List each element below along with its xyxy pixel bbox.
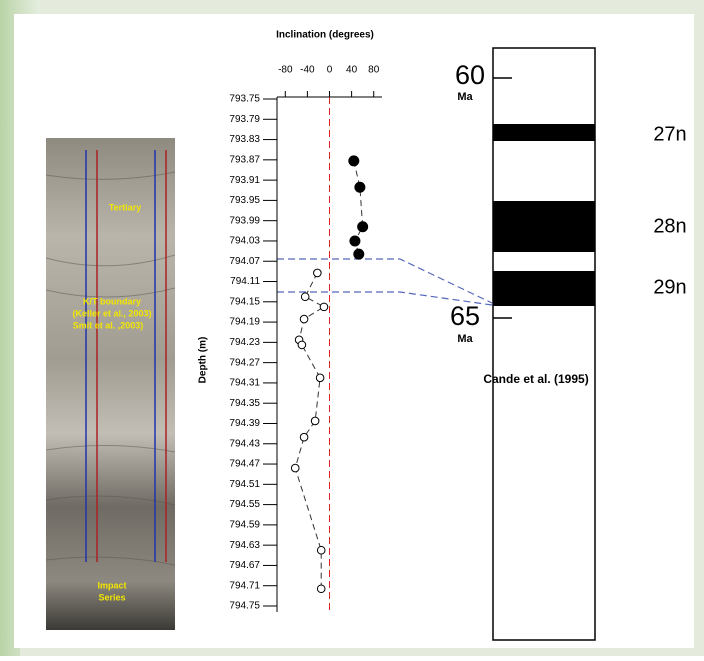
- y-tick-label: 794.11: [230, 276, 260, 287]
- core-label: Impact: [97, 580, 126, 590]
- core-label: Tertiary: [109, 202, 141, 212]
- y-tick-label: 794.63: [229, 540, 260, 551]
- y-tick-label: 793.95: [229, 195, 260, 206]
- data-point: [349, 235, 361, 247]
- data-point: [353, 248, 365, 260]
- y-axis-label: Depth (m): [198, 337, 209, 384]
- age-label: 65: [450, 301, 480, 331]
- normal-chron: [493, 124, 595, 141]
- chart-title: Inclination (degrees): [276, 30, 374, 41]
- core-photo: [46, 138, 175, 630]
- normal-chron: [493, 271, 595, 306]
- polarity-column: [492, 47, 596, 641]
- y-tick-label: 794.35: [229, 398, 260, 409]
- x-tick-label: -80: [278, 65, 293, 76]
- y-tick-label: 794.07: [229, 256, 260, 267]
- data-point: [300, 292, 310, 302]
- y-tick-label: 794.59: [229, 520, 260, 531]
- data-point: [357, 221, 369, 233]
- y-tick-label: 794.19: [229, 317, 260, 328]
- data-point: [316, 584, 326, 594]
- chron-label: 28n: [653, 215, 686, 237]
- y-tick-label: 793.75: [229, 94, 260, 105]
- age-unit: Ma: [457, 91, 473, 103]
- x-tick-label: 80: [368, 65, 380, 76]
- data-point: [299, 314, 309, 324]
- data-point: [290, 463, 300, 473]
- x-tick-label: -40: [300, 65, 315, 76]
- chron-label: 27n: [653, 123, 686, 145]
- data-point: [313, 268, 322, 278]
- age-label: 60: [455, 60, 485, 90]
- data-point: [319, 302, 329, 312]
- data-point: [310, 416, 320, 426]
- y-tick-label: 794.47: [229, 459, 260, 470]
- data-point: [348, 155, 360, 167]
- core-lines: [85, 150, 167, 562]
- y-tick-label: 794.75: [229, 601, 260, 612]
- x-tick-label: 40: [346, 65, 358, 76]
- y-tick-label: 794.31: [229, 378, 260, 389]
- y-tick-label: 794.39: [229, 418, 260, 429]
- chron-label: 29n: [653, 276, 686, 298]
- data-point: [354, 181, 366, 193]
- y-tick-label: 794.27: [229, 357, 260, 368]
- core-label: Series: [98, 592, 125, 602]
- correlation-lines: [277, 258, 493, 306]
- age-unit: Ma: [457, 333, 473, 345]
- core-label: K/T boundary: [83, 296, 141, 306]
- normal-chron: [493, 201, 595, 252]
- y-tick-label: 793.79: [229, 114, 260, 125]
- y-tick-label: 794.55: [229, 499, 260, 510]
- core-label: (Keller et al., 2003): [72, 308, 151, 318]
- core-layers: [45, 171, 176, 566]
- core-label: Smit et al. ,2003): [73, 320, 144, 330]
- y-tick-label: 794.03: [229, 236, 260, 247]
- y-tick-label: 794.43: [229, 438, 260, 449]
- x-tick-label: 0: [327, 65, 333, 76]
- y-tick-label: 794.71: [229, 580, 260, 591]
- data-point: [297, 340, 307, 350]
- y-tick-label: 793.91: [229, 175, 260, 186]
- y-tick-label: 794.15: [229, 296, 260, 307]
- data-point: [315, 373, 325, 383]
- source-label: Cande et al. (1995): [483, 372, 588, 386]
- y-tick-label: 794.51: [229, 479, 260, 490]
- y-tick-label: 793.83: [229, 134, 260, 145]
- y-tick-label: 793.87: [229, 154, 260, 165]
- data-point: [316, 545, 326, 555]
- y-tick-label: 794.23: [229, 337, 260, 348]
- y-tick-label: 794.67: [229, 560, 260, 571]
- data-point: [299, 432, 309, 442]
- y-tick-label: 793.99: [229, 215, 260, 226]
